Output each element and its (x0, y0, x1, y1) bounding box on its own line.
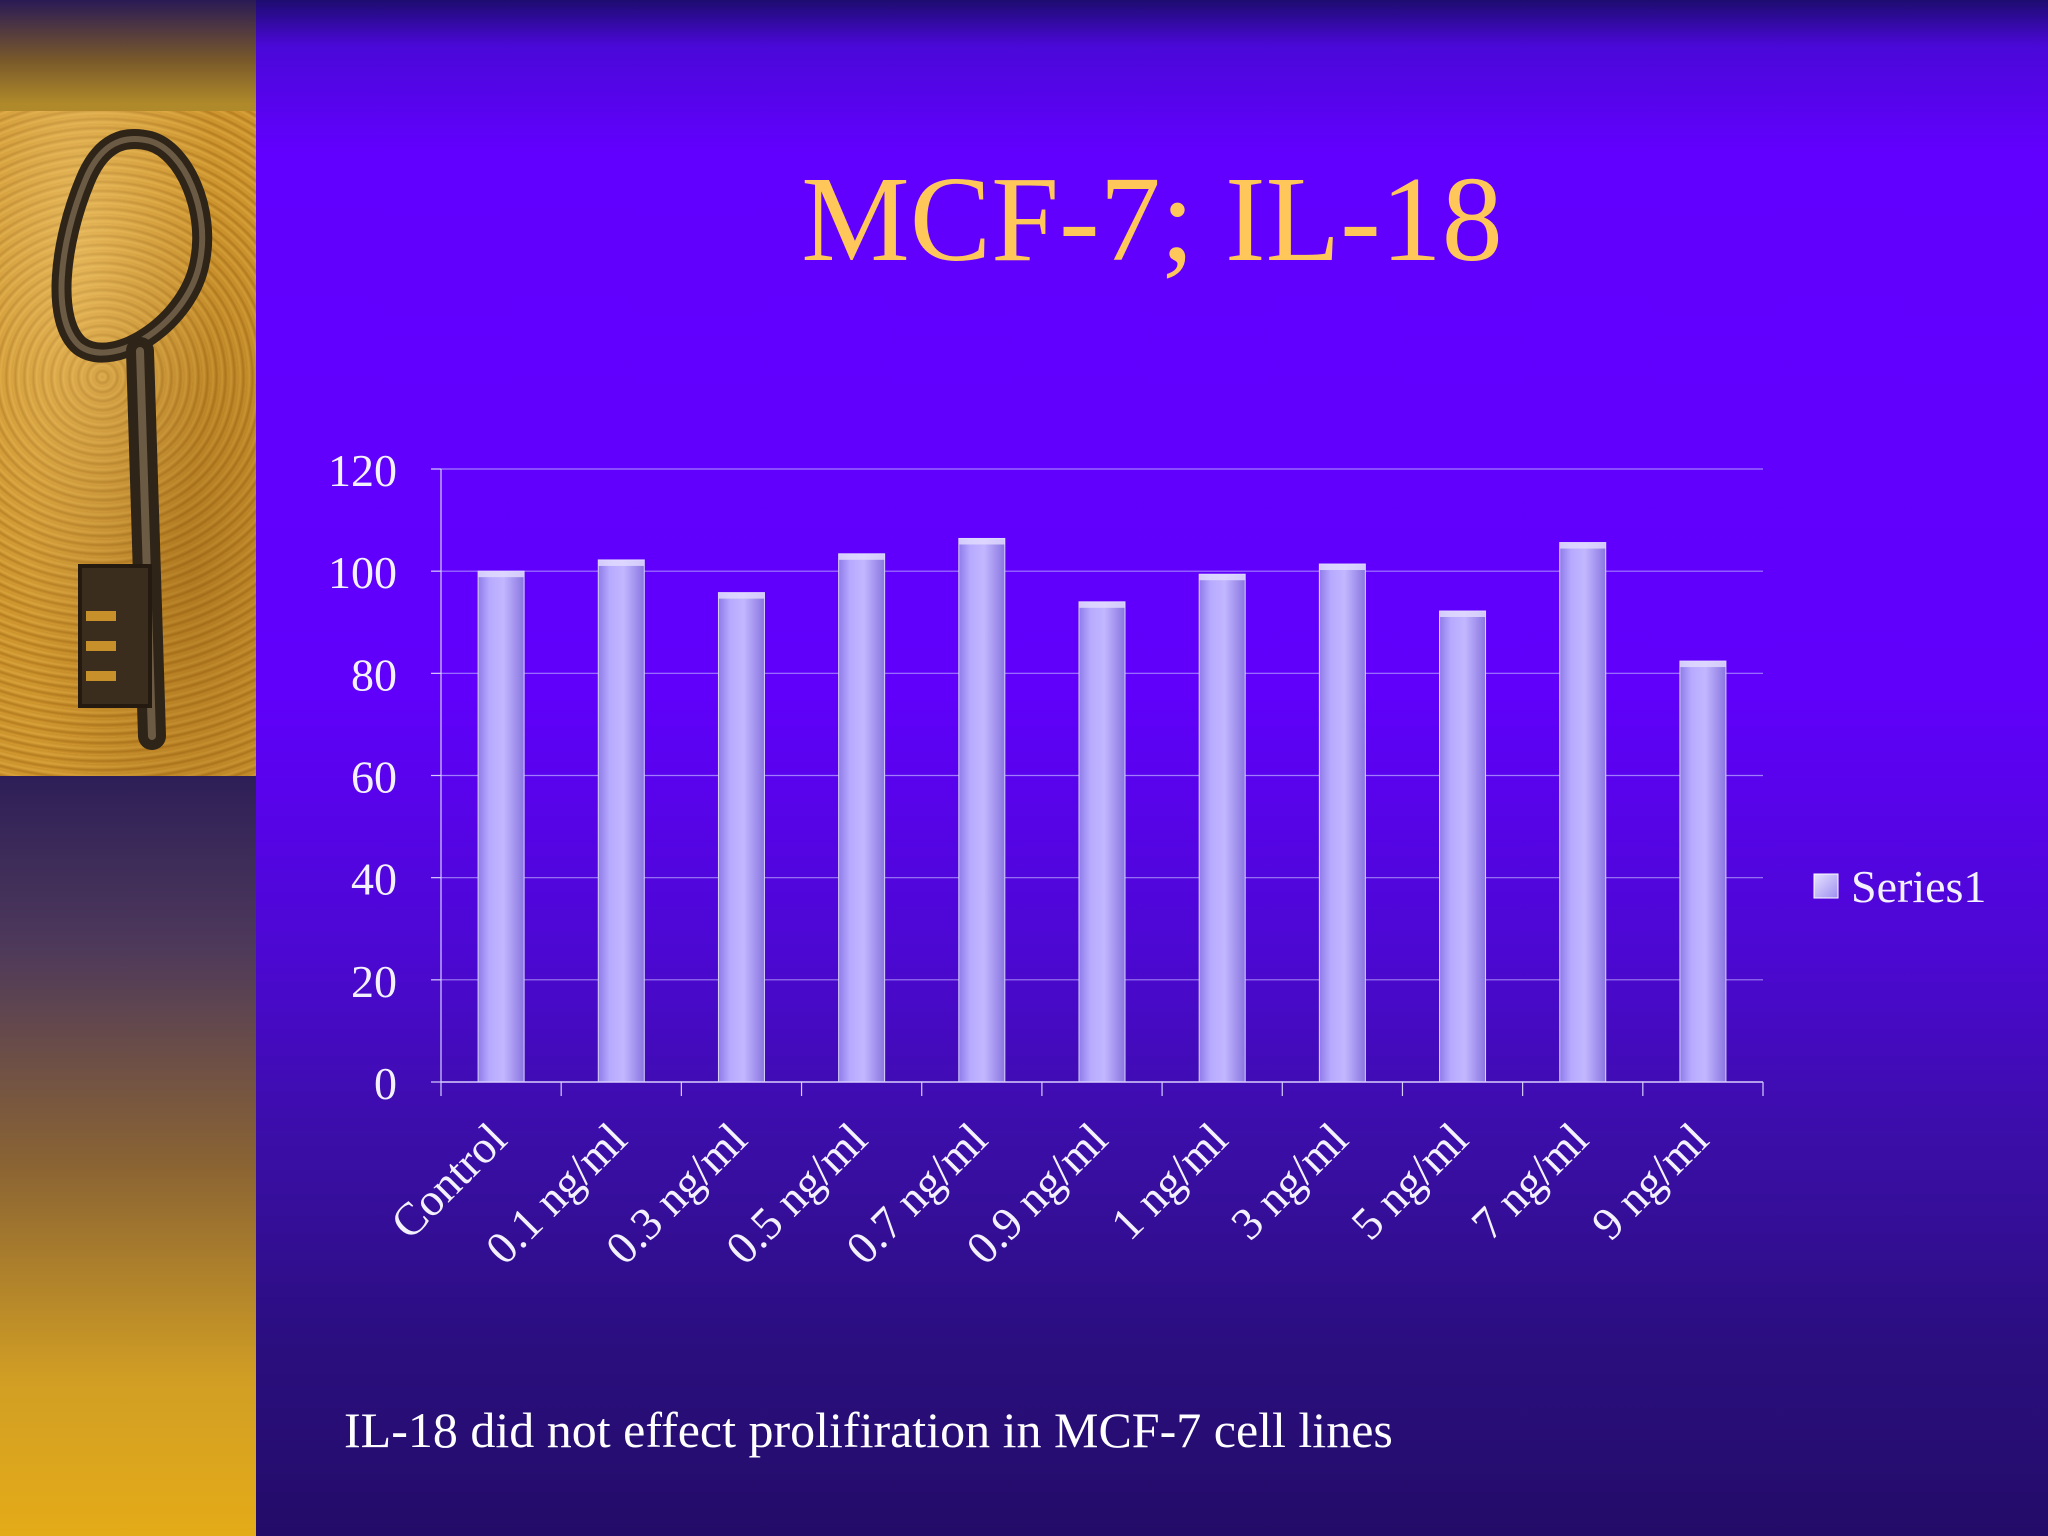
bar (1439, 610, 1487, 1083)
y-tick-label: 100 (328, 547, 397, 598)
y-tick-label: 80 (351, 649, 397, 700)
y-tick-label: 0 (374, 1058, 397, 1109)
slide-title: MCF-7; IL-18 (801, 152, 1503, 287)
slide-caption: IL-18 did not effect prolifiration in MC… (344, 1402, 1393, 1458)
y-tick-label: 60 (351, 752, 397, 803)
y-tick-label: 120 (328, 445, 397, 496)
bar-top-highlight (838, 553, 885, 560)
bar-top-highlight (1319, 564, 1366, 571)
bar (597, 559, 645, 1083)
x-tick-label: 3 ng/ml (1221, 1113, 1357, 1249)
bar-top-highlight (718, 592, 765, 599)
legend-swatch-series1 (1813, 873, 1839, 899)
bar (1078, 601, 1126, 1083)
x-tick-label: 5 ng/ml (1341, 1113, 1477, 1249)
bar (1318, 563, 1366, 1083)
bar-top-highlight (1199, 574, 1246, 581)
x-tick-label: 9 ng/ml (1582, 1113, 1718, 1249)
x-tick-label: 1 ng/ml (1101, 1113, 1237, 1249)
bar-top-highlight (1439, 611, 1486, 618)
bar (717, 592, 765, 1083)
axes (431, 468, 1764, 1096)
bar (1198, 573, 1246, 1083)
bars (477, 537, 1727, 1083)
bar (477, 570, 525, 1083)
x-tick-label: 7 ng/ml (1461, 1113, 1597, 1249)
bar (1679, 660, 1727, 1083)
bar (838, 553, 886, 1083)
y-tick-label: 20 (351, 956, 397, 1007)
bar-top-highlight (478, 571, 525, 578)
bar-top-highlight (598, 559, 645, 566)
bar (958, 537, 1006, 1083)
bar-top-highlight (1679, 661, 1726, 668)
legend: Series1 (1813, 861, 1986, 912)
y-tick-label: 40 (351, 854, 397, 905)
key-photo (0, 111, 256, 776)
key-icon (51, 129, 213, 750)
slide-content-area (256, 0, 2048, 1536)
bar-top-highlight (958, 538, 1005, 545)
bar (1559, 542, 1607, 1083)
legend-label-series1: Series1 (1851, 861, 1986, 912)
bar-top-highlight (1079, 601, 1125, 608)
bar-top-highlight (1559, 542, 1606, 549)
